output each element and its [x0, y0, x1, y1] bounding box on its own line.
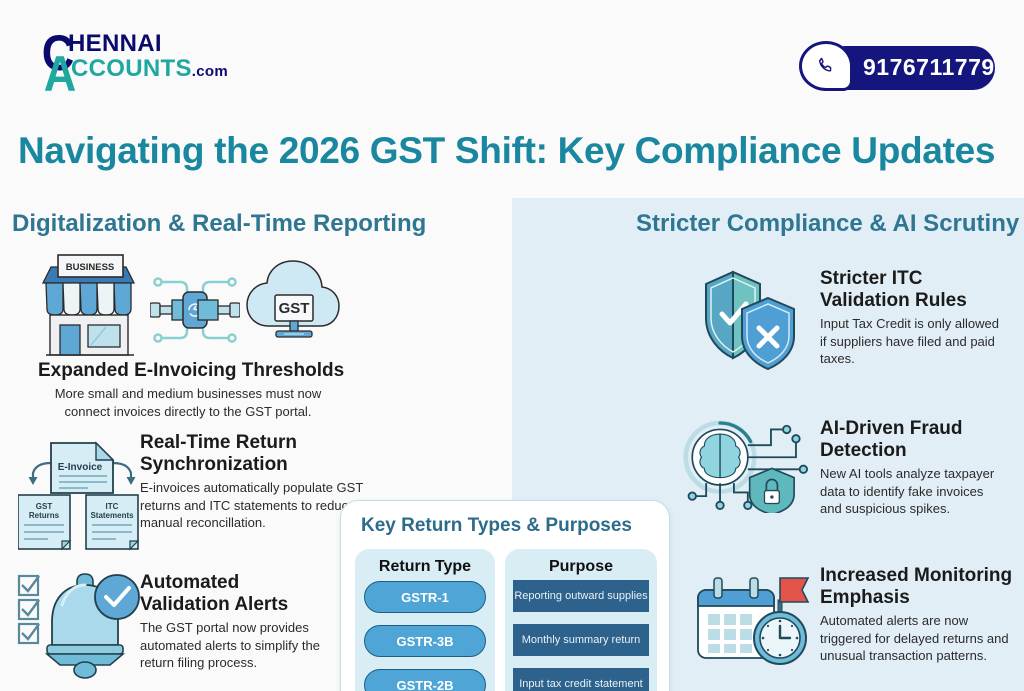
svg-text:ITC: ITC — [106, 502, 119, 511]
svg-text:Statements: Statements — [90, 511, 134, 520]
svg-text:GST: GST — [36, 502, 53, 511]
svg-text:GST: GST — [279, 300, 310, 317]
svg-text:Returns: Returns — [29, 511, 60, 520]
svg-text:E-Invoice: E-Invoice — [58, 462, 103, 473]
svg-text:BUSINESS: BUSINESS — [66, 262, 115, 273]
